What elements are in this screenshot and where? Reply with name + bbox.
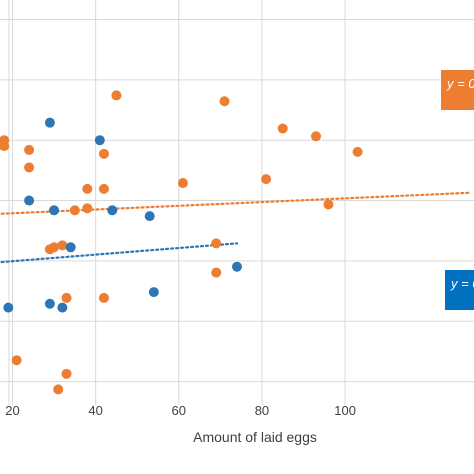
point-series-1-24 xyxy=(311,131,321,142)
point-series-1-22 xyxy=(261,174,272,185)
point-series-1-3 xyxy=(24,162,35,173)
point-series-1-14 xyxy=(98,183,109,194)
point-series-1-1 xyxy=(0,141,10,152)
point-series-1-2 xyxy=(24,144,35,155)
point-series-1-4 xyxy=(11,355,22,366)
point-series-1-7 xyxy=(61,292,72,303)
equation-text-1: y = 0 xyxy=(446,76,474,91)
point-series-1-23 xyxy=(277,123,288,134)
point-series-2-9 xyxy=(144,211,155,222)
point-series-1-6 xyxy=(61,368,72,379)
point-series-2-4 xyxy=(44,298,55,309)
x-tick-label-1: 40 xyxy=(88,403,102,418)
point-series-2-3 xyxy=(49,205,60,216)
point-series-1-15 xyxy=(98,148,109,159)
trend-equations: y = 0 y = 0 xyxy=(441,70,474,310)
point-series-1-20 xyxy=(211,267,222,278)
point-series-1-18 xyxy=(177,178,188,189)
point-series-2-11 xyxy=(232,261,242,272)
x-axis-title: Amount of laid eggs xyxy=(193,429,317,445)
x-tick-label-0: 20 xyxy=(5,403,19,418)
trendline-series-2 xyxy=(0,242,239,264)
equation-box-1 xyxy=(441,70,474,110)
point-series-2-8 xyxy=(107,205,118,216)
point-series-2-1 xyxy=(24,195,35,206)
point-series-1-17 xyxy=(111,90,122,101)
point-series-1-16 xyxy=(98,292,109,303)
point-series-1-10 xyxy=(57,240,68,251)
point-series-2-0 xyxy=(3,302,14,313)
point-series-1-9 xyxy=(49,242,60,253)
point-series-2-2 xyxy=(44,117,55,128)
point-series-2-7 xyxy=(94,135,105,146)
equation-box-2 xyxy=(445,270,474,310)
x-tick-label-2: 60 xyxy=(172,403,186,418)
x-tick-labels: 20 40 60 80 100 xyxy=(5,403,356,418)
x-tick-label-4: 100 xyxy=(334,403,356,418)
point-series-1-21 xyxy=(219,96,230,107)
data-points xyxy=(0,90,363,395)
point-series-2-10 xyxy=(148,287,159,298)
point-series-1-11 xyxy=(69,205,80,216)
x-tick-label-3: 80 xyxy=(255,403,269,418)
point-series-2-6 xyxy=(65,242,76,253)
point-series-1-26 xyxy=(352,146,363,157)
point-series-1-19 xyxy=(211,238,222,249)
equation-text-2: y = 0 xyxy=(450,276,474,291)
point-series-1-13 xyxy=(82,183,93,194)
point-series-2-5 xyxy=(57,302,68,313)
point-series-1-12 xyxy=(82,203,93,214)
gridlines xyxy=(0,0,474,405)
point-series-1-5 xyxy=(53,384,64,395)
point-series-1-25 xyxy=(323,199,334,210)
